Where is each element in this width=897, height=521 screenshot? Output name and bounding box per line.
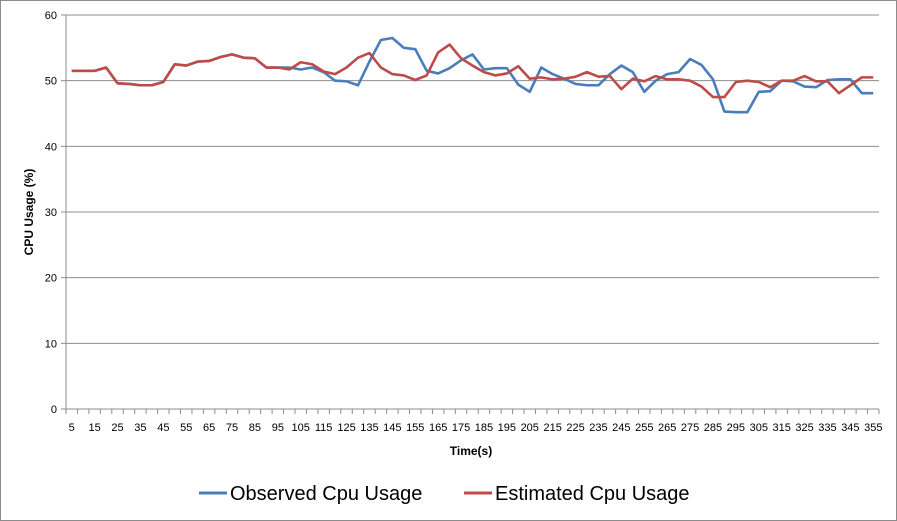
legend: Observed Cpu Usage Estimated Cpu Usage xyxy=(199,483,690,505)
y-tick-label: 20 xyxy=(45,273,57,285)
x-tick-label: 175 xyxy=(452,422,470,434)
x-tick-labels: 5 15 25 35 45 55 65 75 85 95 105 115 125 135 145 155 165… xyxy=(69,422,883,434)
x-tick-label: 65 xyxy=(203,422,215,434)
axes xyxy=(65,15,880,414)
x-tick-label: 45 xyxy=(157,422,169,434)
x-tick-label: 5 xyxy=(69,422,75,434)
y-tick-label: 50 xyxy=(45,76,57,88)
x-tick-label: 315 xyxy=(772,422,790,434)
x-axis-title: Time(s) xyxy=(450,444,492,458)
y-tick-labels: 0 10 20 30 40 50 60 xyxy=(45,10,57,416)
legend-label-observed: Observed Cpu Usage xyxy=(230,483,422,505)
x-tick-label: 155 xyxy=(406,422,424,434)
y-tick-label: 40 xyxy=(45,141,57,153)
x-tick-label: 355 xyxy=(864,422,882,434)
x-tick-label: 55 xyxy=(180,422,192,434)
x-tick-label: 165 xyxy=(429,422,447,434)
series-line-estimated xyxy=(71,43,874,99)
x-tick-label: 285 xyxy=(704,422,722,434)
y-tick-label: 30 xyxy=(45,207,57,219)
x-tick-label: 205 xyxy=(521,422,539,434)
x-tick-label: 125 xyxy=(337,422,355,434)
x-tick-label: 325 xyxy=(795,422,813,434)
series-line-observed xyxy=(71,36,874,114)
x-tick-label: 275 xyxy=(681,422,699,434)
x-tick-label: 15 xyxy=(89,422,101,434)
x-tick-label: 255 xyxy=(635,422,653,434)
y-axis-title: CPU Usage (%) xyxy=(22,169,36,256)
x-tick-label: 25 xyxy=(111,422,123,434)
x-tick-label: 85 xyxy=(249,422,261,434)
x-tick-label: 265 xyxy=(658,422,676,434)
x-tick-label: 345 xyxy=(841,422,859,434)
x-tick-label: 135 xyxy=(360,422,378,434)
x-tick-label: 335 xyxy=(818,422,836,434)
x-tick-label: 295 xyxy=(727,422,745,434)
x-tick-label: 225 xyxy=(566,422,584,434)
x-tick-label: 215 xyxy=(543,422,561,434)
x-tick-label: 245 xyxy=(612,422,630,434)
gridlines xyxy=(61,14,879,410)
x-tick-label: 75 xyxy=(226,422,238,434)
y-tick-label: 0 xyxy=(51,404,57,416)
y-tick-label: 10 xyxy=(45,338,57,350)
x-tick-label: 115 xyxy=(315,422,333,434)
y-tick-label: 60 xyxy=(45,10,57,22)
x-tick-label: 95 xyxy=(272,422,284,434)
x-tick-label: 105 xyxy=(292,422,310,434)
x-tick-label: 305 xyxy=(750,422,768,434)
x-tick-label: 145 xyxy=(383,422,401,434)
x-tick-label: 235 xyxy=(589,422,607,434)
series-lines xyxy=(71,36,874,114)
legend-label-estimated: Estimated Cpu Usage xyxy=(495,483,690,505)
x-tick-label: 195 xyxy=(498,422,516,434)
x-tick-label: 185 xyxy=(475,422,493,434)
x-tick-label: 35 xyxy=(134,422,146,434)
